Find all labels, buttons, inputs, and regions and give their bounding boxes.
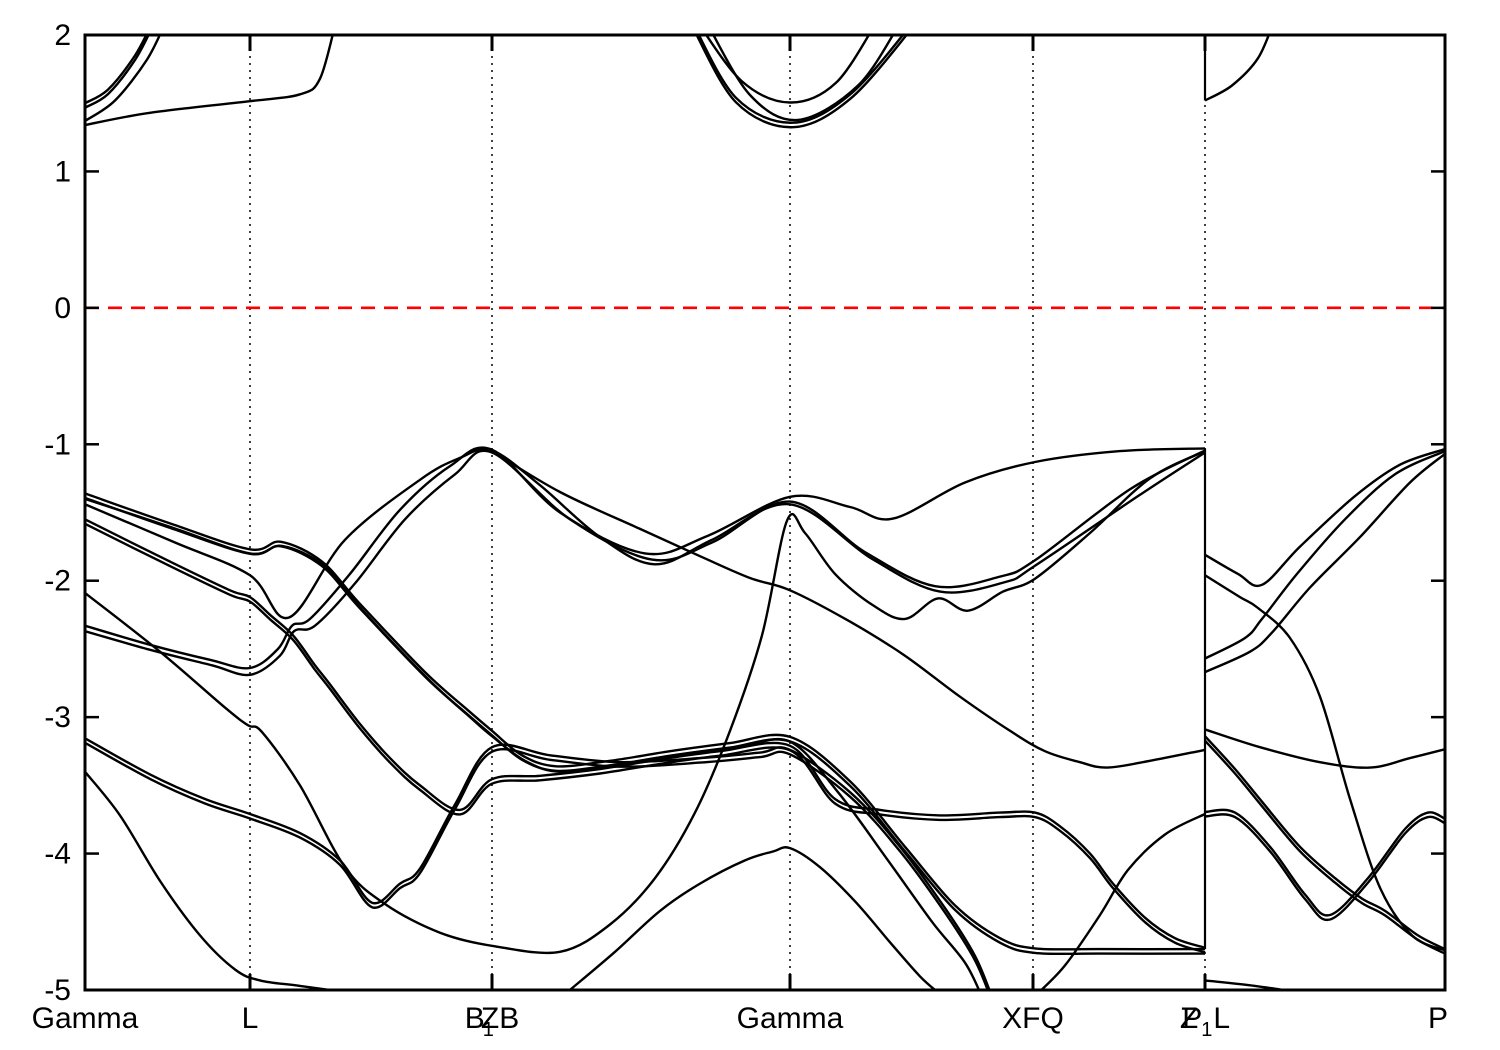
band-line-val-xfq-riser [1040,812,1206,989]
kpoint-label: ZP1L [1180,1002,1230,1041]
band-line-right-bottom [1204,979,1285,989]
band-line-cond-gamma2-thick-pair [695,36,908,129]
band-line-right-flat-thin [1204,728,1444,769]
band-line-right-hump-pair-pair [1204,813,1444,922]
band-line-cond-gamma2-right [712,36,894,122]
band-line-val-lambda-pair [86,518,1206,949]
band-line-right-riser-b [1204,453,1444,674]
band-line-val-thin-pair-b [86,497,980,989]
band-line-val-wiggle-pair [86,737,991,989]
band-line-val-long-descender [491,450,1206,769]
y-axis-label: -5 [44,974,71,1007]
bands-group [86,36,1444,989]
band-line-right-riser-a [1204,450,1444,660]
band-line-cond-gamma2-thin [705,36,870,104]
y-axis-label: -2 [44,565,71,598]
y-axis-label: -3 [44,701,71,734]
band-line-val-axis-riser [569,846,936,989]
band-line-cond-gamma-L-2 [86,36,161,122]
band-line-right-cond [1204,36,1270,102]
y-axis-label: 2 [54,19,71,52]
kpoint-label: XFQ [1002,1002,1064,1035]
kpoint-label: Gamma [737,1002,844,1035]
kpoint-label: L [242,1002,259,1035]
y-axis-label: -1 [44,428,71,461]
band-line-val-riser-b [86,449,1206,677]
band-line-right-steep-pair [1204,735,1444,950]
band-line-right-steep-pair-pair [1204,739,1444,955]
plot-frame [83,33,1447,992]
kpoint-label: B1ZB [465,1002,519,1041]
band-line-cond-gamma-L-1-pair [86,36,150,109]
band-line-val-V-band [86,447,1206,620]
band-line-cond-gamma2-thick [698,36,904,124]
kpoint-label: Gamma [32,1002,139,1035]
band-line-val-lambda-pair-pair [86,522,1206,954]
kpoint-label: P [1428,1002,1448,1035]
y-axis-label: -4 [44,838,71,871]
band-line-val-wiggle-pair-pair [86,741,989,989]
band-line-right-hump-pair [1204,808,1444,917]
band-line-cond-gamma-L-3 [86,36,334,127]
y-axis-label: 0 [54,292,71,325]
band-line-val-deep-parabola [86,450,1206,955]
y-axis-label: 1 [54,155,71,188]
band-line-val-deep-single [86,771,332,989]
band-line-right-v1 [1204,448,1444,588]
